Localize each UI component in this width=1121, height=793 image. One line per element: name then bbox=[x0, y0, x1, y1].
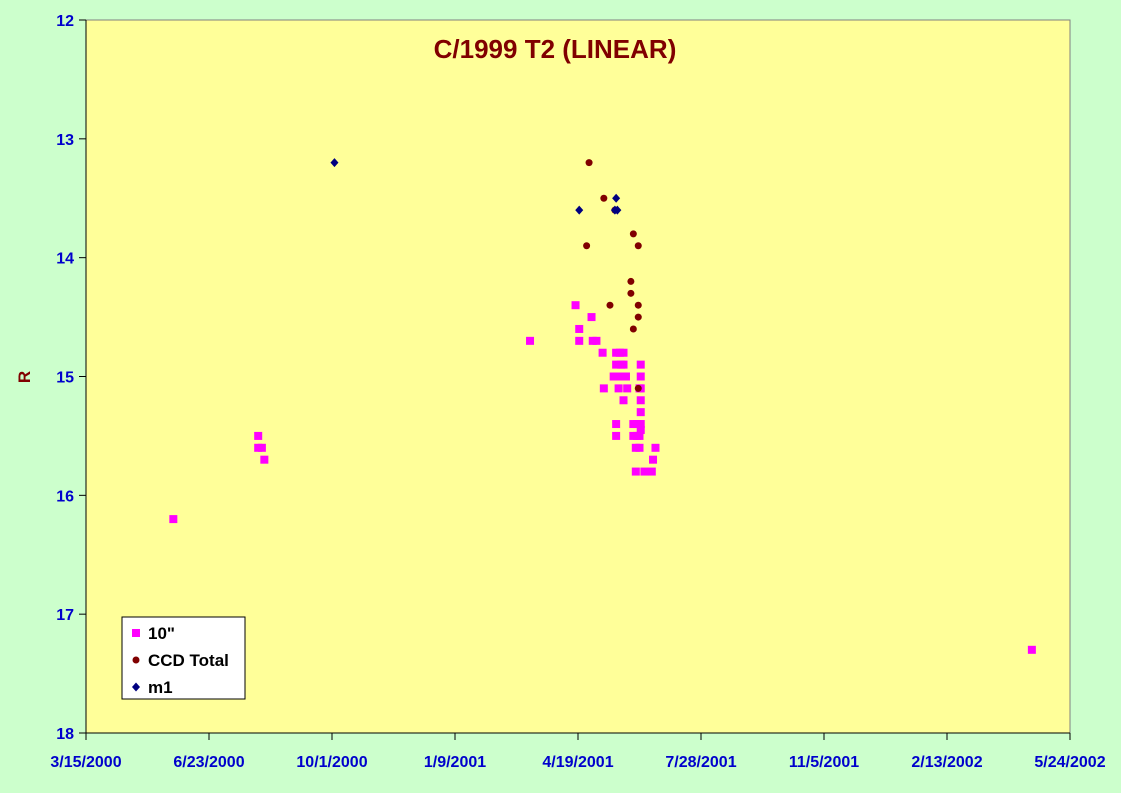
data-point bbox=[612, 360, 621, 369]
y-tick-label: 18 bbox=[56, 726, 74, 743]
data-point bbox=[257, 443, 266, 452]
x-tick-label: 5/24/2002 bbox=[1034, 754, 1105, 771]
data-point bbox=[635, 431, 644, 440]
data-point bbox=[647, 467, 656, 476]
y-tick-label: 16 bbox=[56, 488, 74, 505]
data-point bbox=[585, 159, 593, 167]
data-point bbox=[254, 431, 263, 440]
y-tick-label: 13 bbox=[56, 132, 74, 149]
data-point bbox=[636, 372, 645, 381]
x-tick-label: 3/15/2000 bbox=[50, 754, 121, 771]
legend-box bbox=[121, 616, 246, 700]
x-tick-label: 6/23/2000 bbox=[173, 754, 244, 771]
data-point bbox=[627, 289, 635, 297]
y-tick-label: 14 bbox=[56, 251, 74, 268]
data-point bbox=[606, 301, 614, 309]
legend-label: m1 bbox=[148, 678, 173, 697]
y-axis-title: R bbox=[15, 371, 34, 383]
data-point bbox=[636, 408, 645, 417]
data-point bbox=[627, 277, 635, 285]
data-point bbox=[599, 384, 608, 393]
data-point bbox=[609, 372, 618, 381]
data-point bbox=[575, 336, 584, 345]
data-point bbox=[613, 205, 622, 215]
data-point bbox=[623, 384, 632, 393]
data-point bbox=[636, 420, 645, 429]
data-point bbox=[636, 425, 645, 434]
legend-marker bbox=[132, 629, 140, 637]
data-point bbox=[592, 336, 601, 345]
legend-marker bbox=[132, 682, 140, 692]
data-point bbox=[621, 372, 630, 381]
y-tick-label: 15 bbox=[56, 370, 74, 387]
data-point bbox=[571, 301, 580, 310]
x-tick-label: 7/28/2001 bbox=[665, 754, 736, 771]
y-tick-label: 12 bbox=[56, 13, 74, 30]
data-point bbox=[612, 193, 621, 203]
data-point bbox=[634, 313, 642, 321]
data-point bbox=[612, 420, 621, 429]
data-point bbox=[635, 443, 644, 452]
data-point bbox=[330, 158, 339, 168]
plot-area bbox=[85, 19, 1071, 734]
x-tick-label: 11/5/2001 bbox=[789, 754, 859, 771]
data-point bbox=[619, 348, 628, 357]
data-point bbox=[587, 313, 596, 322]
data-point bbox=[640, 467, 649, 476]
data-point bbox=[631, 467, 640, 476]
x-tick-label: 2/13/2002 bbox=[911, 754, 982, 771]
data-point bbox=[575, 324, 584, 333]
data-point bbox=[636, 360, 645, 369]
data-point bbox=[614, 384, 623, 393]
series-0 bbox=[169, 301, 1036, 654]
series-layer bbox=[169, 158, 1036, 654]
x-tick-label: 1/9/2001 bbox=[424, 754, 486, 771]
data-point bbox=[634, 242, 642, 250]
data-point bbox=[651, 443, 660, 452]
data-point bbox=[598, 348, 607, 357]
legend-label: CCD Total bbox=[148, 651, 229, 670]
data-point bbox=[260, 455, 269, 464]
x-axis: 3/15/2000 6/23/2000 10/1/2000 1/9/2001 4/19/… bbox=[50, 732, 1106, 771]
legend: 10" CCD Total m1 bbox=[121, 616, 246, 700]
data-point bbox=[169, 515, 178, 524]
data-point bbox=[1027, 645, 1036, 654]
data-point bbox=[649, 455, 658, 464]
legend-marker bbox=[132, 656, 140, 664]
y-axis: 12 13 14 15 16 17 18 bbox=[56, 13, 87, 743]
data-point bbox=[634, 384, 642, 392]
x-tick-label: 10/1/2000 bbox=[296, 754, 367, 771]
data-point bbox=[619, 360, 628, 369]
chart-title: C/1999 T2 (LINEAR) bbox=[434, 34, 677, 64]
y-tick-label: 17 bbox=[56, 607, 74, 624]
data-point bbox=[526, 336, 535, 345]
data-point bbox=[619, 396, 628, 405]
data-point bbox=[629, 325, 637, 333]
data-point bbox=[636, 396, 645, 405]
data-point bbox=[600, 194, 608, 202]
x-tick-label: 4/19/2001 bbox=[542, 754, 613, 771]
series-2 bbox=[330, 158, 622, 215]
data-point bbox=[629, 230, 637, 238]
legend-label: 10" bbox=[148, 624, 175, 643]
data-point bbox=[575, 205, 584, 215]
data-point bbox=[583, 242, 591, 250]
data-point bbox=[634, 301, 642, 309]
data-point bbox=[612, 431, 621, 440]
